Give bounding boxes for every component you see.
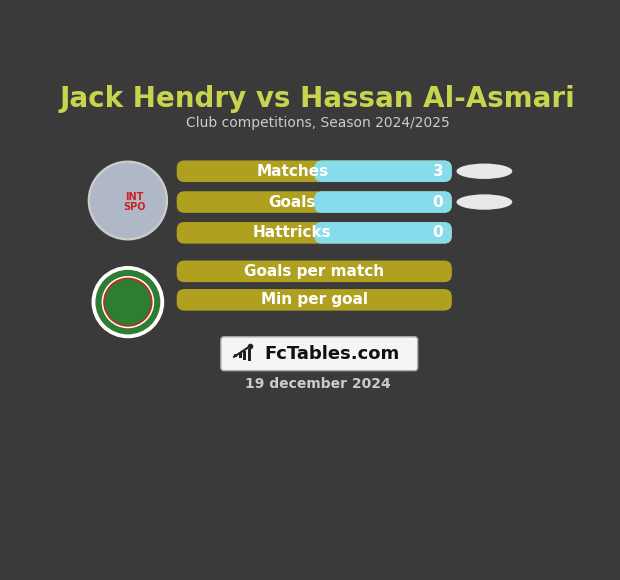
- FancyBboxPatch shape: [177, 260, 452, 282]
- Text: 0: 0: [433, 194, 443, 209]
- Ellipse shape: [456, 164, 512, 179]
- Text: Goals per match: Goals per match: [244, 264, 384, 279]
- FancyBboxPatch shape: [314, 191, 452, 213]
- Circle shape: [88, 161, 167, 240]
- FancyBboxPatch shape: [221, 337, 418, 371]
- FancyBboxPatch shape: [243, 351, 247, 360]
- Text: Hattricks: Hattricks: [253, 226, 332, 240]
- FancyBboxPatch shape: [314, 161, 452, 182]
- FancyBboxPatch shape: [177, 161, 452, 182]
- Circle shape: [91, 164, 165, 237]
- Circle shape: [96, 270, 160, 334]
- Circle shape: [105, 280, 150, 324]
- FancyBboxPatch shape: [239, 352, 242, 358]
- FancyBboxPatch shape: [177, 191, 452, 213]
- Text: Club competitions, Season 2024/2025: Club competitions, Season 2024/2025: [186, 117, 450, 130]
- Circle shape: [94, 269, 161, 335]
- Text: Jack Hendry vs Hassan Al-Asmari: Jack Hendry vs Hassan Al-Asmari: [60, 85, 575, 113]
- FancyBboxPatch shape: [248, 349, 251, 361]
- FancyBboxPatch shape: [177, 289, 452, 311]
- Text: INT: INT: [125, 191, 143, 202]
- Circle shape: [104, 278, 152, 326]
- Text: 19 december 2024: 19 december 2024: [245, 377, 391, 391]
- FancyBboxPatch shape: [234, 354, 237, 357]
- Ellipse shape: [456, 194, 512, 210]
- Text: Matches: Matches: [256, 164, 329, 179]
- FancyBboxPatch shape: [314, 222, 452, 244]
- Text: FcTables.com: FcTables.com: [264, 345, 399, 362]
- Text: SPO: SPO: [123, 202, 145, 212]
- FancyBboxPatch shape: [177, 222, 452, 244]
- Circle shape: [92, 267, 164, 338]
- Circle shape: [102, 277, 153, 328]
- Text: 0: 0: [433, 226, 443, 240]
- Text: 3: 3: [433, 164, 443, 179]
- Text: Goals: Goals: [268, 194, 316, 209]
- Text: Min per goal: Min per goal: [261, 292, 368, 307]
